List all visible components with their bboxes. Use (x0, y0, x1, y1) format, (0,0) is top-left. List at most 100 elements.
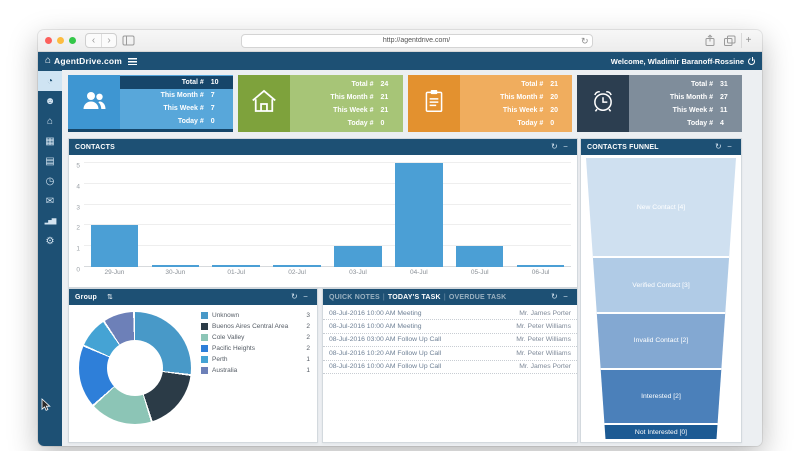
stat-row: Today #4 (687, 119, 724, 127)
task-row[interactable]: 08-Jul-2016 10:00 AM Meeting Mr. James Po… (323, 307, 577, 321)
stat-card-tasks[interactable]: Total #21 This Month #20 This Week #20 Toda… (407, 75, 573, 132)
browser-toolbar: ‹ › ↻ + (38, 30, 762, 52)
legend-item: Australia 1 (201, 365, 310, 376)
x-tick-label: 30-Jun (165, 269, 186, 276)
sidebar-item-reports[interactable]: ▂▅▇ (38, 211, 62, 231)
hamburger-menu-icon[interactable] (128, 57, 138, 65)
task-row[interactable]: 08-Jul-2016 03:00 AM Follow Up Call Mr. P… (323, 334, 577, 348)
refresh-icon[interactable]: ↻ (551, 292, 558, 301)
sidebar-item-companies[interactable]: ▦ (38, 131, 62, 151)
stat-card-contacts[interactable]: Total #10 This Month #7 This Week #7 Today … (68, 75, 233, 132)
stat-row: This Week #21 (333, 106, 389, 114)
building-icon: ▦ (45, 135, 55, 147)
task-row[interactable]: 08-Jul-2016 10:00 AM Meeting Mr. Peter Wi… (323, 320, 577, 334)
legend-swatch (201, 323, 208, 330)
sidebar-item-dashboard[interactable]: ◔ (38, 71, 62, 91)
tab-today-s-task[interactable]: TODAY'S TASK (387, 293, 441, 301)
stat-card-properties[interactable]: Total #24 This Month #21 This Week #21 Toda… (237, 75, 403, 132)
share-icon[interactable] (704, 34, 716, 47)
address-bar[interactable]: ↻ (240, 33, 593, 48)
chart-icon: ▂▅▇ (44, 218, 57, 225)
bar-30-Jun (145, 163, 206, 267)
task-list: 08-Jul-2016 10:00 AM Meeting Mr. James Po… (323, 307, 577, 374)
stat-row: Today #0 (347, 119, 385, 127)
contacts-funnel-panel: CONTACTS FUNNEL ↻ − New Contact [4] Verif… (580, 138, 742, 443)
sidebar-item-tasks[interactable]: ▤ (38, 151, 62, 171)
x-tick-label: 05-Jul (470, 269, 489, 276)
donut-hole (107, 340, 163, 396)
mail-icon: ✉ (45, 195, 55, 207)
tasks-panel-header: QUICK NOTES | TODAY'S TASK | OVERDUE TASK ↻ … (323, 289, 577, 305)
url-input[interactable] (241, 37, 592, 44)
bar-02-Jul (267, 163, 328, 267)
sidebar-item-properties[interactable]: ⌂ (38, 111, 62, 131)
legend-item: Pacific Heights 2 (201, 343, 310, 354)
forward-button[interactable]: › (101, 34, 116, 47)
legend-item: Unknown 3 (201, 310, 310, 321)
tasks-panel: QUICK NOTES | TODAY'S TASK | OVERDUE TASK ↻ … (322, 288, 578, 443)
sidebar-item-contacts[interactable]: ☻ (38, 91, 62, 111)
bar-29-Jun (84, 163, 145, 267)
legend-item: Buenos Aires Central Area 2 (201, 321, 310, 332)
sidebar-item-mail[interactable]: ✉ (38, 191, 62, 211)
x-tick-label: 29-Jun (104, 269, 125, 276)
welcome-message: Welcome, Wladimir Baranoff-Rossine (610, 56, 744, 66)
bar-06-Jul (510, 163, 571, 267)
contacts-panel-header: CONTACTS ↻ − (69, 139, 577, 155)
task-row[interactable]: 08-Jul-2016 10:20 AM Follow Up Call Mr. P… (323, 347, 577, 361)
sidebar-toggle-icon[interactable] (122, 35, 135, 46)
x-tick-label: 06-Jul (531, 269, 550, 276)
contacts-panel-title: CONTACTS (75, 143, 115, 151)
brand-name[interactable]: AgentDrive.com (54, 56, 123, 66)
tab-overdue-task[interactable]: OVERDUE TASK (448, 293, 507, 301)
collapse-icon[interactable]: − (563, 292, 568, 301)
tabs-overview-icon[interactable] (723, 35, 736, 47)
tab-quick-notes[interactable]: QUICK NOTES (329, 293, 380, 301)
legend-swatch (201, 356, 208, 363)
stat-row: Total #31 (690, 80, 728, 88)
sidebar-item-settings[interactable]: ⚙ (38, 231, 62, 251)
refresh-icon[interactable]: ↻ (715, 142, 722, 151)
funnel-stage: New Contact [4] (586, 158, 736, 257)
funnel-chart: New Contact [4] Verified Contact [3] Inval… (586, 158, 736, 439)
group-panel-header: Group ⇅ ↻ − (69, 289, 317, 305)
sort-icon[interactable]: ⇅ (107, 294, 114, 301)
gear-icon: ⚙ (45, 235, 55, 247)
stat-row: This Month #27 (669, 93, 728, 101)
stat-row: This Week #7 (163, 105, 215, 112)
stat-row: Total #10 (120, 76, 233, 89)
collapse-icon[interactable]: − (563, 142, 568, 151)
funnel-stage: Invalid Contact [2] (586, 311, 736, 369)
refresh-page-icon[interactable]: ↻ (580, 35, 589, 46)
sidebar-item-reminders[interactable]: ◷ (38, 171, 62, 191)
stat-card-reminders[interactable]: Total #31 This Month #27 This Week #11 Toda… (577, 75, 742, 132)
stat-row: This Month #7 (160, 92, 215, 99)
refresh-icon[interactable]: ↻ (291, 292, 298, 301)
x-tick-label: 03-Jul (349, 269, 367, 276)
funnel-panel-header: CONTACTS FUNNEL ↻ − (581, 139, 741, 155)
funnel-stage: Verified Contact [3] (586, 256, 736, 312)
stat-row: This Month #20 (500, 93, 559, 101)
logout-power-icon[interactable] (748, 56, 755, 65)
group-legend: Unknown 3 Buenos Aires Central Area 2 Cole V… (201, 310, 310, 376)
x-tick-label: 01-Jul (227, 269, 246, 276)
bar-05-Jul (449, 163, 510, 267)
funnel-panel-title: CONTACTS FUNNEL (587, 143, 659, 151)
new-tab-button[interactable]: + (741, 33, 755, 48)
collapse-icon[interactable]: − (303, 292, 308, 301)
stat-row: Total #24 (351, 80, 389, 88)
zoom-window-button[interactable] (69, 37, 76, 44)
dashboard-icon: ◔ (46, 75, 54, 87)
collapse-icon[interactable]: − (727, 142, 732, 151)
close-window-button[interactable] (45, 37, 52, 44)
group-panel: Group ⇅ ↻ − Unknown 3 Buenos Aires Central… (68, 288, 318, 443)
home-icon: ⌂ (46, 115, 54, 127)
stat-row: This Week #20 (502, 106, 559, 114)
task-row[interactable]: 08-Jul-2016 10:00 AM Follow Up Call Mr. J… (323, 361, 577, 374)
minimize-window-button[interactable] (57, 37, 64, 44)
refresh-icon[interactable]: ↻ (551, 142, 558, 151)
back-button[interactable]: ‹ (91, 34, 96, 46)
alarm-icon (589, 88, 617, 119)
